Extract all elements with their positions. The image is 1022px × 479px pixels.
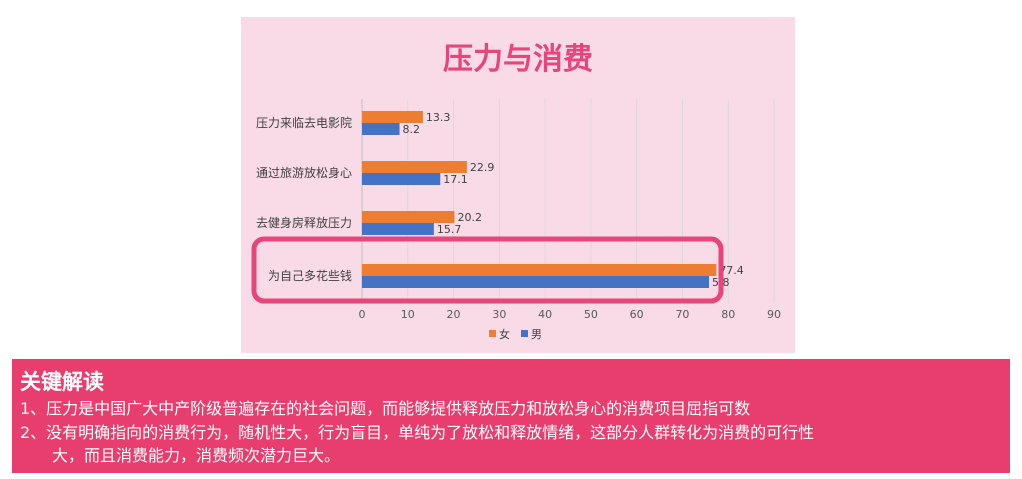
bar-male-1 <box>362 123 400 135</box>
bar-chart: 压力与消费 0 10 20 30 40 50 60 70 80 90 压力来临去电影院 13.3 8.2 通… <box>251 42 781 341</box>
legend-swatch-2 <box>521 330 528 337</box>
chart-panel: 压力与消费 0 10 20 30 40 50 60 70 80 90 压力来临去电影院 13.3 8.2 通… <box>241 17 795 353</box>
x-tick-label-70: 70 <box>675 308 689 321</box>
data-label-female-2: 22.9 <box>470 161 495 174</box>
data-label-female-1: 13.3 <box>426 111 451 124</box>
data-label-male-1: 8.2 <box>403 123 421 136</box>
x-tick-label-30: 30 <box>492 308 506 321</box>
key-point-2: 2、没有明确指向的消费行为，随机性大，行为盲目，单纯为了放松和释放情绪，这部分人… <box>20 423 815 442</box>
data-label-female-3: 20.2 <box>457 211 482 224</box>
bar-male-2 <box>362 173 441 185</box>
bar-male-3 <box>362 223 434 235</box>
x-tick-label-60: 60 <box>630 308 644 321</box>
category-label-4: 为自己多花些钱 <box>268 268 352 283</box>
x-tick-label-50: 50 <box>584 308 598 321</box>
x-tick-label-0: 0 <box>359 308 366 321</box>
data-label-male-3: 15.7 <box>437 223 462 236</box>
data-label-female-4: 77.4 <box>719 264 744 277</box>
bar-female-3 <box>362 211 455 223</box>
data-label-male-2: 17.1 <box>443 173 468 186</box>
legend-label-1: 女 <box>499 327 510 341</box>
legend-label-2: 男 <box>531 328 542 341</box>
key-insights-title: 关键解读 <box>20 370 104 394</box>
bar-female-1 <box>362 111 423 123</box>
key-point-2-continued: 大，而且消费能力，消费频次潜力巨大。 <box>52 446 341 465</box>
key-point-1: 1、压力是中国广大中产阶级普遍存在的社会问题，而能够提供释放压力和放松身心的消费… <box>20 399 751 418</box>
x-tick-label-80: 80 <box>721 308 735 321</box>
category-label-1: 压力来临去电影院 <box>256 116 352 130</box>
x-tick-label-40: 40 <box>538 308 552 321</box>
category-label-2: 通过旅游放松身心 <box>256 165 352 180</box>
category-label-3: 去健身房释放压力 <box>256 215 352 230</box>
x-tick-label-20: 20 <box>447 308 461 321</box>
bar-male-4 <box>362 276 709 288</box>
x-tick-label-90: 90 <box>767 308 781 321</box>
highlight-box <box>251 236 724 304</box>
legend-swatch-1 <box>489 330 496 337</box>
chart-title: 压力与消费 <box>443 42 593 77</box>
bar-female-2 <box>362 161 467 173</box>
bar-female-4 <box>362 264 717 276</box>
key-insights-box: 关键解读 1、压力是中国广大中产阶级普遍存在的社会问题，而能够提供释放压力和放松… <box>12 359 1010 473</box>
x-tick-label-10: 10 <box>401 308 415 321</box>
